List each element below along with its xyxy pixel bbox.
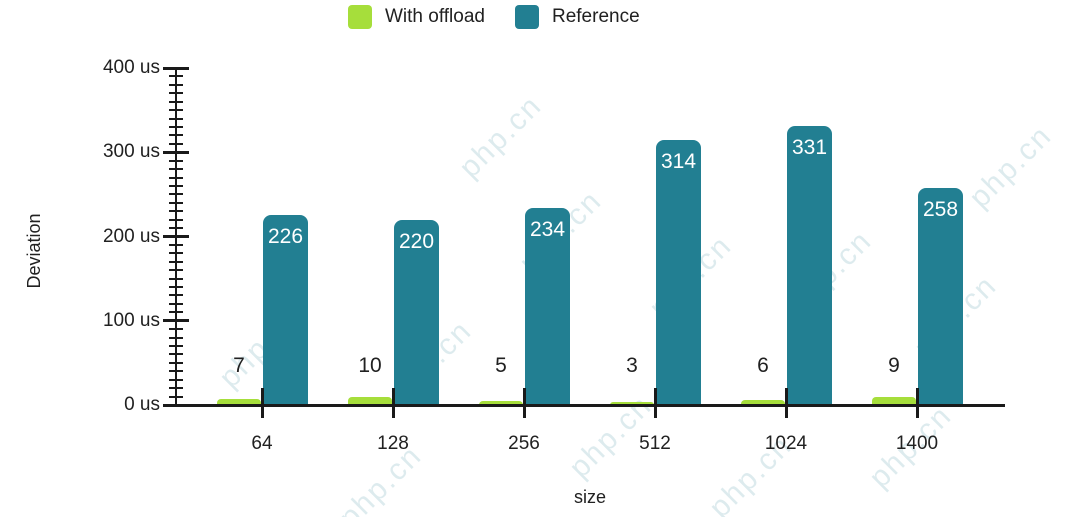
- y-minor-tick-330: [169, 125, 183, 128]
- bar-reference-1400: [918, 188, 963, 405]
- y-tick-label-100: 100 us: [102, 309, 160, 331]
- y-minor-tick-10: [169, 395, 183, 398]
- x-tick-label-512: 512: [639, 433, 671, 454]
- y-minor-tick-390: [169, 75, 183, 78]
- y-tick-label-200: 200 us: [102, 225, 160, 247]
- y-major-tick-300: [163, 150, 189, 154]
- y-minor-tick-190: [169, 243, 183, 246]
- y-minor-tick-270: [169, 176, 183, 179]
- y-minor-tick-350: [169, 109, 183, 112]
- bar-reference-512: [656, 140, 701, 405]
- legend-item-with-offload: With offload: [348, 5, 485, 29]
- bar-value-with-offload-128: 10: [358, 354, 382, 377]
- x-tick-256: [522, 388, 526, 418]
- y-minor-tick-80: [169, 336, 183, 339]
- x-tick-label-64: 64: [251, 433, 273, 454]
- bar-value-reference-512: 314: [660, 150, 697, 173]
- y-minor-tick-180: [169, 252, 183, 255]
- y-minor-tick-150: [169, 277, 183, 280]
- legend-item-reference: Reference: [514, 5, 640, 29]
- y-major-tick-400: [163, 66, 189, 70]
- x-axis-line: [175, 404, 1005, 407]
- y-minor-tick-70: [169, 345, 183, 348]
- bar-with-offload-512: [610, 402, 654, 405]
- y-minor-tick-290: [169, 159, 183, 162]
- bar-with-offload-256: [479, 401, 523, 405]
- y-major-tick-100: [163, 319, 189, 323]
- bar-value-with-offload-256: 5: [495, 354, 507, 377]
- y-minor-tick-370: [169, 92, 183, 95]
- y-minor-tick-310: [169, 142, 183, 145]
- bar-reference-256: [525, 208, 570, 405]
- legend-swatch-with-offload: [348, 5, 372, 29]
- bar-value-reference-1024: 331: [791, 136, 828, 159]
- bar-reference-128: [394, 220, 439, 405]
- x-tick-label-1024: 1024: [764, 433, 808, 454]
- bar-value-with-offload-1400: 9: [888, 354, 900, 377]
- y-minor-tick-40: [169, 370, 183, 373]
- y-minor-tick-110: [169, 311, 183, 314]
- bar-value-reference-256: 234: [529, 218, 566, 241]
- y-minor-tick-90: [169, 328, 183, 331]
- y-minor-tick-170: [169, 260, 183, 263]
- y-minor-tick-380: [169, 83, 183, 86]
- y-minor-tick-230: [169, 210, 183, 213]
- x-tick-label-128: 128: [377, 433, 409, 454]
- y-tick-label-0: 0 us: [124, 394, 160, 415]
- y-minor-tick-130: [169, 294, 183, 297]
- x-tick-64: [260, 388, 264, 418]
- y-minor-tick-160: [169, 269, 183, 272]
- legend-swatch-reference: [514, 5, 539, 29]
- y-minor-tick-50: [169, 361, 183, 364]
- bar-reference-1024: [787, 126, 832, 405]
- legend-label-with-offload: With offload: [385, 6, 485, 27]
- y-tick-label-400: 400 us: [102, 57, 160, 78]
- bar-value-with-offload-64: 7: [233, 354, 245, 377]
- legend-label-reference: Reference: [551, 6, 640, 27]
- y-minor-tick-120: [169, 302, 183, 305]
- x-tick-1400: [915, 388, 919, 418]
- x-tick-label-256: 256: [508, 433, 540, 454]
- y-major-tick-200: [163, 235, 189, 238]
- bar-with-offload-1400: [872, 397, 916, 405]
- x-tick-label-1400: 1400: [895, 433, 939, 454]
- x-tick-128: [391, 388, 395, 418]
- bar-reference-64: [263, 215, 308, 405]
- y-minor-tick-360: [169, 100, 183, 103]
- y-minor-tick-280: [169, 168, 183, 171]
- y-minor-tick-220: [169, 218, 183, 221]
- bar-value-reference-1400: 258: [922, 198, 959, 221]
- x-tick-1024: [784, 388, 788, 418]
- y-minor-tick-320: [169, 134, 183, 137]
- x-axis-title: size: [573, 487, 606, 507]
- y-minor-tick-260: [169, 184, 183, 187]
- y-minor-tick-340: [169, 117, 183, 120]
- y-minor-tick-240: [169, 201, 183, 204]
- bar-value-with-offload-1024: 6: [757, 354, 769, 377]
- bar-with-offload-64: [217, 399, 261, 405]
- bar-value-with-offload-512: 3: [626, 354, 638, 377]
- bar-with-offload-1024: [741, 400, 785, 405]
- y-minor-tick-60: [169, 353, 183, 356]
- bar-value-reference-64: 226: [267, 225, 304, 248]
- y-tick-label-300: 300 us: [102, 141, 160, 163]
- x-tick-512: [653, 388, 657, 418]
- y-minor-tick-250: [169, 193, 183, 196]
- y-minor-tick-210: [169, 227, 183, 230]
- bar-with-offload-128: [348, 397, 392, 405]
- bar-value-reference-128: 220: [398, 230, 435, 253]
- y-minor-tick-140: [169, 286, 183, 289]
- y-minor-tick-30: [169, 378, 183, 381]
- y-minor-tick-20: [169, 387, 183, 390]
- legend: With offload Reference: [348, 5, 640, 29]
